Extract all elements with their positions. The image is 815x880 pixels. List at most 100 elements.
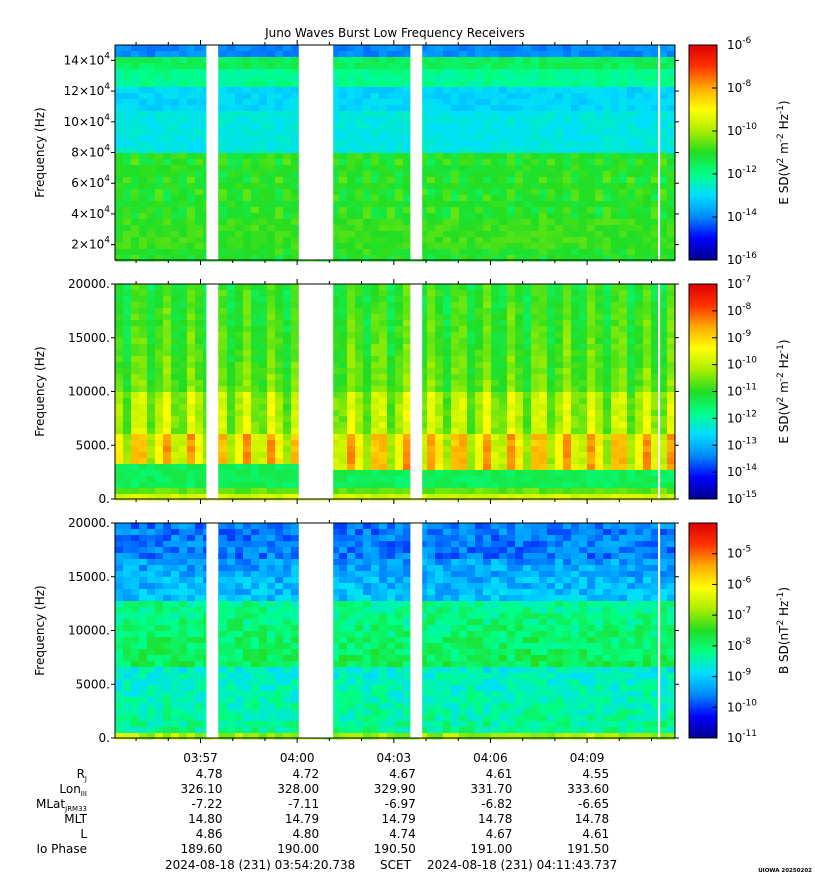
footer-end-time: 2024-08-18 (231) 04:11:43.737 bbox=[427, 858, 617, 872]
ephemeris-value: 4.61 bbox=[582, 827, 609, 841]
ephemeris-row-label-4: MLT bbox=[64, 812, 87, 826]
panel-3-colorbar-label-2: 10-6 bbox=[727, 575, 752, 591]
panel-2-ytick-label-4: 15000. bbox=[68, 331, 110, 345]
panels: 2×104 4×104 6×104 8×104 10×104 12×104 14×104 Fr… bbox=[33, 36, 791, 745]
ephemeris-value: 191.00 bbox=[470, 842, 512, 856]
panel-2-data-gap-3 bbox=[410, 284, 423, 499]
panel-2-colorbar-label-8: 10-14 bbox=[727, 463, 757, 479]
panel-1-ylabel: Frequency (Hz) bbox=[33, 107, 47, 198]
panel-2-data-gap-2 bbox=[298, 284, 334, 499]
ephemeris-value: 14.79 bbox=[381, 812, 415, 826]
panel-2-ytick-label-2: 5000. bbox=[76, 438, 110, 452]
time-axis: 03:57 04:00 04:03 04:06 04:09 bbox=[183, 751, 604, 765]
ephemeris-value: 4.55 bbox=[582, 767, 609, 781]
panel-3-colorbar-label-1: 10-5 bbox=[727, 545, 751, 561]
ephemeris-value: 189.60 bbox=[181, 842, 223, 856]
panel-1-colorbar-label-4: 10-12 bbox=[727, 165, 757, 181]
panel-2-ytick-label-1: 0. bbox=[99, 492, 110, 506]
time-tick-label-5: 04:09 bbox=[570, 751, 605, 765]
panel-2-colorbar-label-6: 10-12 bbox=[727, 409, 757, 425]
panel-3-colorbar-title: B SD(nT2​ Hz-1​) bbox=[776, 587, 791, 674]
ephemeris-value: 333.60 bbox=[567, 782, 609, 796]
ephemeris-value: 4.74 bbox=[389, 827, 416, 841]
panel-1-colorbar bbox=[688, 44, 718, 261]
time-tick-label-1: 03:57 bbox=[183, 751, 218, 765]
panel-3-colorbar-label-7: 10-11 bbox=[727, 729, 757, 745]
panel-3-data-gap-1 bbox=[206, 523, 219, 738]
panel-2-colorbar-label-9: 10-15 bbox=[727, 490, 757, 506]
ephemeris-value: -7.22 bbox=[191, 797, 222, 811]
panel-1-ytick-label-4: 8×104 bbox=[71, 144, 110, 160]
panel-1-ytick-label-3: 6×104 bbox=[71, 174, 110, 190]
panel-3-ytick-label-1: 0. bbox=[99, 731, 110, 745]
ephemeris-value: -7.11 bbox=[288, 797, 319, 811]
panel-3-ytick-label-4: 15000. bbox=[68, 570, 110, 584]
panel-3-data-gap-3 bbox=[410, 523, 423, 738]
panel-1-data-gap-3 bbox=[410, 45, 423, 260]
panel-3-colorbar-label-6: 10-10 bbox=[727, 698, 757, 714]
ephemeris-row-label-3: MLatJRM33 bbox=[36, 797, 87, 813]
watermark: UIOWA 20250202 bbox=[758, 868, 812, 874]
panel-3-data-gap-2 bbox=[298, 523, 334, 738]
ephemeris-value: 326.10 bbox=[181, 782, 223, 796]
panel-2-colorbar-label-4: 10-10 bbox=[727, 356, 757, 372]
panel-3-colorbar bbox=[688, 522, 718, 739]
footer-scet-label: SCET bbox=[380, 858, 412, 872]
panel-2-colorbar-label-2: 10-8 bbox=[727, 302, 752, 318]
figure-title: Juno Waves Burst Low Frequency Receivers bbox=[264, 26, 525, 40]
time-tick-label-2: 04:00 bbox=[280, 751, 315, 765]
time-tick-label-3: 04:03 bbox=[377, 751, 412, 765]
panel-1-data-gap-2 bbox=[298, 45, 334, 260]
ephemeris-value: 329.90 bbox=[374, 782, 416, 796]
panel-3-colorbar-label-3: 10-7 bbox=[727, 606, 751, 622]
panel-3-spectrogram bbox=[115, 523, 676, 740]
ephemeris-value: 14.80 bbox=[188, 812, 222, 826]
panel-1-ytick-label-6: 12×104 bbox=[64, 82, 111, 98]
panel-2-spectrogram bbox=[115, 284, 676, 501]
panel-3-ytick-label-3: 10000. bbox=[68, 624, 110, 638]
ephemeris-value: 4.67 bbox=[486, 827, 513, 841]
ephemeris-value: -6.65 bbox=[578, 797, 609, 811]
ephemeris-value: 4.80 bbox=[292, 827, 319, 841]
panel-1-ytick-label-1: 2×104 bbox=[71, 236, 110, 252]
panel-1-colorbar-label-1: 10-6 bbox=[727, 36, 752, 52]
ephemeris-value: 4.67 bbox=[389, 767, 416, 781]
panel-2: 0. 5000. 10000. 15000. 20000. Frequency (Hz) 1… bbox=[33, 275, 791, 506]
panel-1-colorbar-label-3: 10-10 bbox=[727, 122, 757, 138]
ephemeris-value: 191.50 bbox=[567, 842, 609, 856]
panel-2-ytick-label-5: 20000. bbox=[68, 277, 110, 291]
panel-3-data-gap-4 bbox=[658, 523, 661, 738]
time-tick-label-4: 04:06 bbox=[473, 751, 508, 765]
panel-1-colorbar-label-2: 10-8 bbox=[727, 79, 752, 95]
panel-1-colorbar-title: E SD(V2​ m-2​ Hz-1​) bbox=[776, 100, 791, 204]
panel-2-colorbar-label-1: 10-7 bbox=[727, 275, 751, 291]
panel-1-colorbar-label-6: 10-16 bbox=[727, 251, 757, 267]
ephemeris-row-label-1: RJ bbox=[77, 767, 87, 783]
panel-1-colorbar-label-5: 10-14 bbox=[727, 208, 757, 224]
panel-1-data-gap-4 bbox=[658, 45, 661, 260]
ephemeris-value: -6.82 bbox=[481, 797, 512, 811]
panel-2-colorbar-label-7: 10-13 bbox=[727, 436, 757, 452]
ephemeris-row-label-5: L bbox=[80, 827, 87, 841]
panel-2-data-gap-1 bbox=[206, 284, 219, 499]
panel-1-ytick-label-2: 4×104 bbox=[71, 205, 110, 221]
ephemeris-row-label-2: LonIII bbox=[59, 782, 87, 798]
ephemeris-value: 4.78 bbox=[196, 767, 223, 781]
ephemeris-value: -6.97 bbox=[385, 797, 416, 811]
panel-2-colorbar-label-3: 10-9 bbox=[727, 329, 752, 345]
panel-2-ytick-label-3: 10000. bbox=[68, 385, 110, 399]
panel-2-colorbar-label-5: 10-11 bbox=[727, 383, 757, 399]
panel-1-ytick-label-7: 14×104 bbox=[64, 51, 111, 67]
panel-2-data-gap-4 bbox=[658, 284, 661, 499]
panel-1-ytick-label-5: 10×104 bbox=[64, 113, 111, 129]
ephemeris-row-label-6: Io Phase bbox=[36, 842, 87, 856]
ephemeris-table: RJ 4.78 4.72 4.67 4.61 4.55 LonIII 326.10 328.00… bbox=[36, 767, 609, 856]
panel-3-colorbar-label-4: 10-8 bbox=[727, 637, 752, 653]
panel-1: 2×104 4×104 6×104 8×104 10×104 12×104 14×104 Fr… bbox=[33, 36, 791, 267]
ephemeris-value: 331.70 bbox=[470, 782, 512, 796]
footer-start-time: 2024-08-18 (231) 03:54:20.738 bbox=[165, 858, 355, 872]
panel-3-colorbar-label-5: 10-9 bbox=[727, 668, 752, 684]
ephemeris-value: 328.00 bbox=[277, 782, 319, 796]
panel-3-ylabel: Frequency (Hz) bbox=[33, 585, 47, 676]
